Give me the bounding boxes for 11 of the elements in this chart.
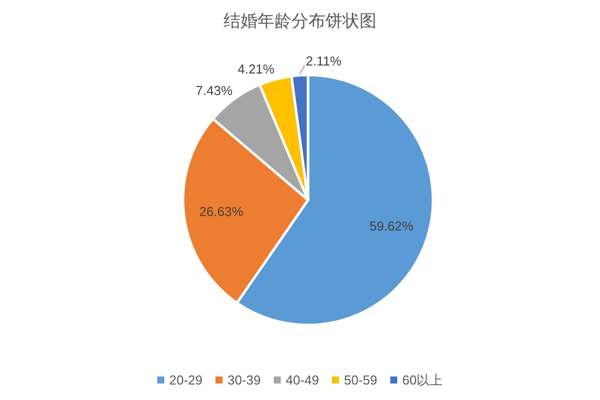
legend-label: 20-29 [169,372,203,388]
legend-label: 50-59 [344,372,378,388]
legend-label: 60以上 [402,372,443,388]
data-label: 2.11% [306,53,342,68]
data-label: 4.21% [238,62,275,77]
legend-label: 40-49 [286,372,320,388]
data-label: 59.62% [369,218,414,234]
data-label: 7.43% [196,83,233,98]
chart-title: 结婚年龄分布饼状图 [224,12,376,30]
data-label: 26.63% [199,204,244,219]
legend-label: 30-39 [228,372,261,388]
